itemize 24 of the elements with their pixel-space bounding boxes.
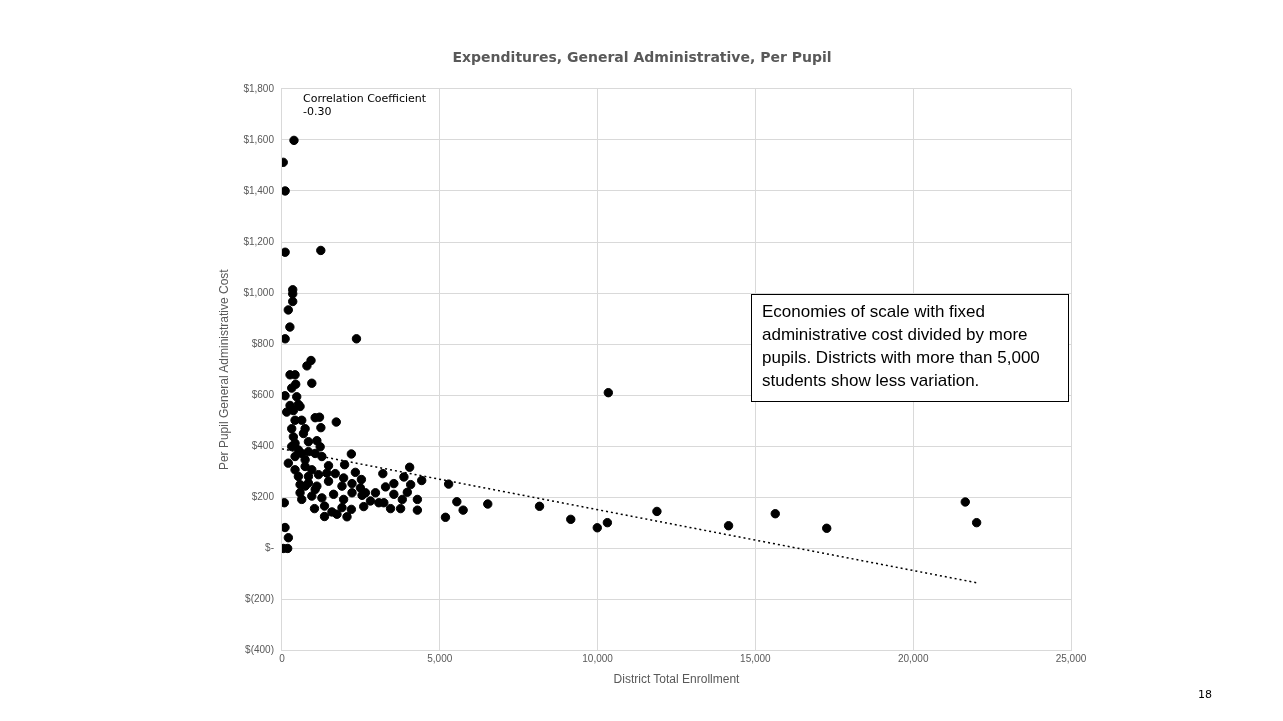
x-tick-label: 15,000 xyxy=(740,653,772,665)
x-tick-label: 5,000 xyxy=(427,653,453,665)
y-tick-label: $1,800 xyxy=(243,82,275,94)
x-axis-title: District Total Enrollment xyxy=(613,672,741,687)
annotation: Economies of scale with fixed administrative cost divided by more pupils. Districts with more than 5,000 students show less variation. xyxy=(751,294,1069,402)
text: 18 xyxy=(1198,688,1212,701)
y-tick-label: $1,200 xyxy=(243,235,275,247)
y-tick-label: $- xyxy=(265,542,274,554)
y-tick-label: $1,400 xyxy=(243,184,275,196)
y-tick-label: $1,600 xyxy=(243,133,275,145)
x-tick-label: 25,000 xyxy=(1055,653,1087,665)
y-tick-label: $(200) xyxy=(245,593,274,605)
y-tick-label: $600 xyxy=(251,388,275,400)
y-axis-title: Per Pupil General Administrative Cost xyxy=(216,268,231,471)
y-tick-label: $(400) xyxy=(245,644,274,656)
x-tick-label: 20,000 xyxy=(897,653,929,665)
x-tick-label: 10,000 xyxy=(582,653,614,665)
y-tick-label: $200 xyxy=(251,491,275,503)
x-tick-label: 0 xyxy=(279,653,286,665)
y-tick-label: $800 xyxy=(251,337,275,349)
chart-title: Expenditures, General Administrative, Per Pupil xyxy=(452,49,832,66)
y-tick-label: $400 xyxy=(251,440,275,452)
annotation: Correlation Coefficient -0.30 xyxy=(303,92,427,118)
y-tick-label: $1,000 xyxy=(243,286,275,298)
